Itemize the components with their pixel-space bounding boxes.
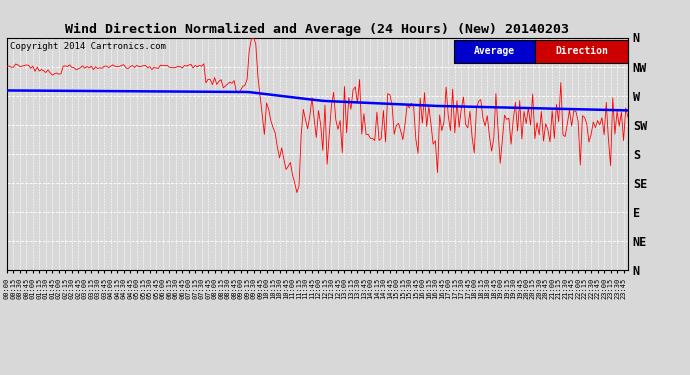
Text: Direction: Direction [555, 46, 608, 57]
Title: Wind Direction Normalized and Average (24 Hours) (New) 20140203: Wind Direction Normalized and Average (2… [66, 23, 569, 36]
Text: Average: Average [474, 46, 515, 57]
Text: Copyright 2014 Cartronics.com: Copyright 2014 Cartronics.com [10, 42, 166, 51]
FancyBboxPatch shape [535, 40, 628, 63]
FancyBboxPatch shape [454, 40, 535, 63]
